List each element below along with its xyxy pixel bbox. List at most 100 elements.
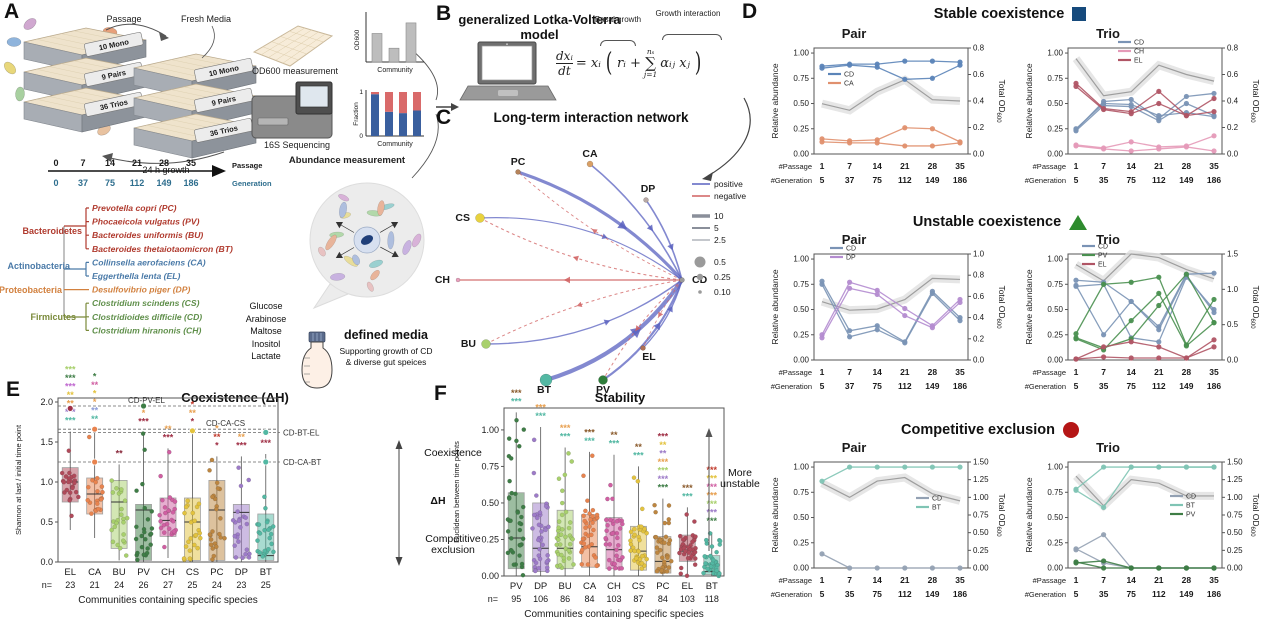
svg-text:24: 24 (212, 580, 222, 590)
svg-text:0.00: 0.00 (793, 150, 809, 159)
svg-text:112: 112 (898, 589, 912, 599)
svg-text:5: 5 (1074, 175, 1079, 185)
svg-text:186: 186 (1207, 175, 1221, 185)
derivative-fraction: dxᵢ dt (556, 50, 573, 77)
defined-media-desc: Supporting growth of CD & diverse gut sp… (339, 346, 433, 367)
svg-text:*: * (191, 399, 195, 409)
svg-text:0.25: 0.25 (481, 534, 499, 544)
svg-text:106: 106 (533, 594, 548, 604)
svg-text:Firmicutes: Firmicutes (30, 312, 76, 322)
svg-text:***: *** (65, 407, 76, 417)
svg-text:75: 75 (1126, 381, 1136, 391)
svg-text:0.50: 0.50 (793, 99, 809, 108)
svg-text:***: *** (609, 439, 620, 449)
svg-text:0.25: 0.25 (793, 124, 809, 133)
svg-text:***: *** (707, 465, 718, 475)
svg-text:0.25: 0.25 (1047, 538, 1063, 547)
panel-b-label: B (436, 2, 452, 25)
svg-text:Pair: Pair (842, 440, 867, 455)
svg-text:**: ** (116, 448, 124, 458)
svg-text:5: 5 (1074, 381, 1079, 391)
svg-text:***: *** (535, 402, 546, 412)
panel-d-label: D (742, 0, 758, 23)
svg-text:149: 149 (1179, 589, 1193, 599)
svg-text:0.50: 0.50 (793, 513, 809, 522)
svg-text:24: 24 (114, 580, 124, 590)
svg-text:***: *** (707, 491, 718, 501)
svg-text:Trio: Trio (1096, 232, 1120, 247)
svg-text:0.25: 0.25 (1047, 124, 1063, 133)
svg-text:n=: n= (42, 580, 52, 590)
svg-text:1.50: 1.50 (973, 458, 989, 467)
svg-text:149: 149 (156, 178, 171, 188)
svg-text:0.75: 0.75 (1047, 488, 1063, 497)
svg-text:1.00: 1.00 (1227, 493, 1243, 502)
svg-text:Total OD600: Total OD600 (1249, 493, 1261, 537)
open-paren: ( (605, 48, 613, 78)
svg-text:**: ** (659, 449, 667, 459)
svg-text:Total OD600: Total OD600 (1249, 79, 1261, 123)
od600-measurement-label: OD600 measurement (251, 66, 339, 76)
svg-text:DP: DP (846, 255, 856, 262)
svg-text:**: ** (91, 406, 99, 416)
svg-text:186: 186 (183, 178, 198, 188)
svg-text:***: *** (584, 427, 595, 437)
row1-marker (1069, 214, 1088, 230)
svg-text:BU: BU (113, 567, 126, 578)
svg-text:84: 84 (585, 594, 595, 604)
svg-text:0.6: 0.6 (1227, 70, 1239, 79)
svg-text:86: 86 (560, 594, 570, 604)
svg-text:186: 186 (1207, 589, 1221, 599)
svg-text:21: 21 (900, 161, 910, 171)
svg-text:#Passage: #Passage (779, 576, 812, 585)
svg-text:0.5: 0.5 (40, 517, 53, 527)
svg-text:1.25: 1.25 (973, 475, 989, 484)
svg-text:0.0: 0.0 (40, 557, 53, 567)
svg-text:0.25: 0.25 (1047, 330, 1063, 339)
exclusion-trio-chart: Trio 0.00 0.25 0.50 0.75 1.00 0.00 0.25 0.50 0.75… (1022, 436, 1261, 616)
svg-text:#Generation: #Generation (771, 176, 812, 185)
svg-text:CD-CA-CS: CD-CA-CS (206, 419, 245, 428)
delta-h-arrow (395, 440, 403, 566)
svg-text:21: 21 (132, 158, 142, 168)
svg-text:149: 149 (1179, 381, 1193, 391)
svg-text:23: 23 (65, 580, 75, 590)
svg-text:CH: CH (607, 581, 621, 592)
svg-text:**: ** (67, 390, 75, 400)
svg-text:0.4: 0.4 (973, 313, 985, 322)
microplate-icon (246, 20, 338, 70)
svg-text:CD: CD (846, 246, 856, 253)
plates-diagram: 10 Mono 9 Pairs 36 Trios 10 Mono 9 Pairs 36 T… (3, 12, 261, 177)
svg-text:1.0: 1.0 (40, 477, 53, 487)
svg-text:#Passage: #Passage (779, 368, 812, 377)
svg-text:1: 1 (820, 575, 825, 585)
svg-text:0.6: 0.6 (973, 70, 985, 79)
sum-lower: j=1 (643, 69, 658, 79)
exclusion-direction-label: Competitive exclusion (425, 533, 481, 556)
svg-text:**: ** (659, 440, 667, 450)
basal-brace (600, 40, 636, 46)
unstable-trio-chart: Trio 0.00 0.25 0.50 0.75 1.00 0.0 0.5 1.0 1.5 Rela… (1022, 228, 1261, 408)
svg-text:7: 7 (80, 158, 85, 168)
svg-text:PC: PC (511, 156, 526, 168)
svg-text:84: 84 (658, 594, 668, 604)
svg-text:Shannon at last / initial time: Shannon at last / initial time point (14, 424, 23, 535)
svg-text:0.75: 0.75 (1047, 280, 1063, 289)
svg-text:EL: EL (64, 567, 76, 578)
svg-text:***: *** (261, 438, 272, 448)
svg-text:#Passage: #Passage (1033, 368, 1066, 377)
svg-text:0.00: 0.00 (1227, 564, 1243, 573)
svg-text:***: *** (65, 382, 76, 392)
svg-text:1: 1 (359, 89, 363, 96)
svg-text:Bacteroides uniformis (BU): Bacteroides uniformis (BU) (92, 230, 203, 240)
svg-text:**: ** (91, 380, 99, 390)
svg-text:75: 75 (872, 175, 882, 185)
svg-text:26: 26 (139, 580, 149, 590)
svg-text:75: 75 (872, 589, 882, 599)
svg-text:1.00: 1.00 (1047, 463, 1063, 472)
sum-symbol: ∑ (645, 53, 656, 72)
more-unstable-label: More unstable (720, 467, 760, 490)
svg-text:CH: CH (1134, 49, 1144, 56)
svg-text:28: 28 (1182, 161, 1192, 171)
svg-text:CD-PV-EL: CD-PV-EL (128, 396, 165, 405)
